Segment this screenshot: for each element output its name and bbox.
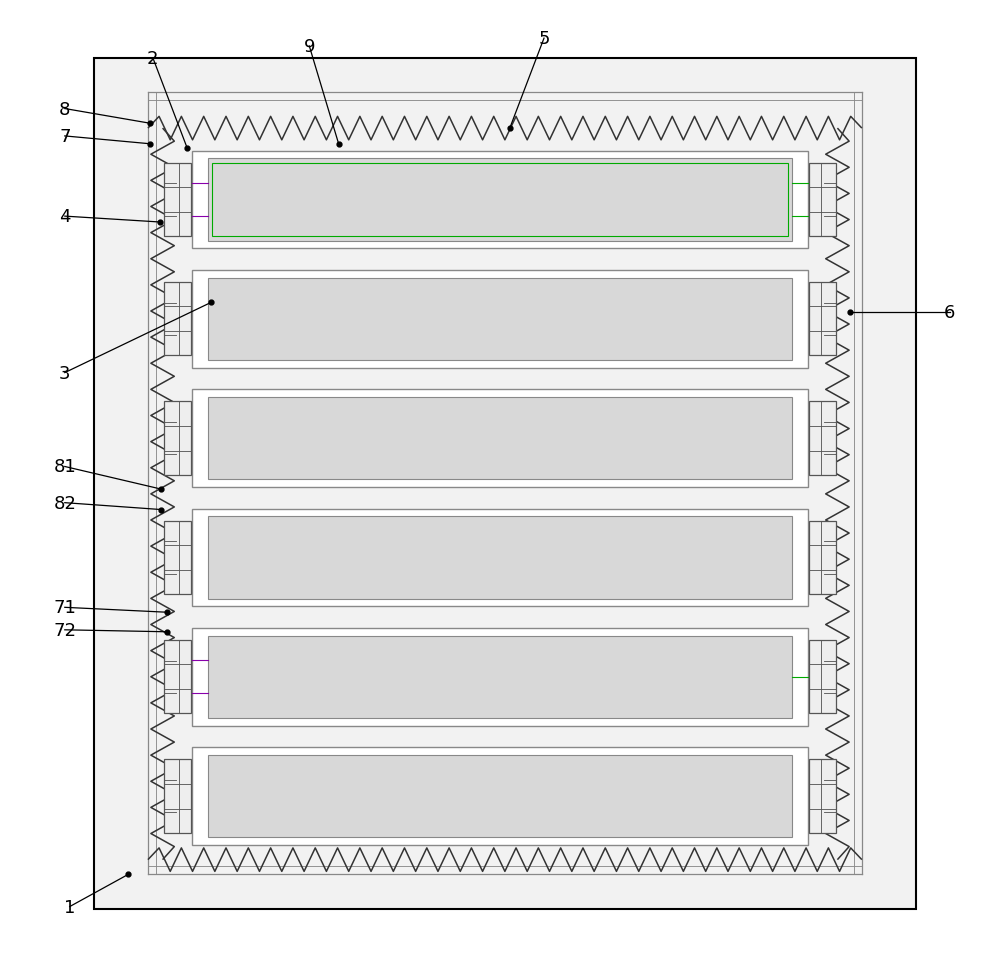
- Bar: [164, 641, 191, 713]
- Bar: [208, 636, 792, 718]
- Bar: [164, 283, 191, 356]
- Bar: [208, 517, 792, 599]
- Text: 3: 3: [59, 364, 71, 382]
- Bar: [809, 283, 836, 356]
- Bar: [809, 522, 836, 594]
- Text: 2: 2: [147, 50, 159, 67]
- Text: 1: 1: [64, 898, 75, 915]
- Bar: [164, 164, 191, 237]
- Bar: [212, 164, 788, 236]
- Bar: [164, 403, 191, 476]
- Text: 71: 71: [53, 599, 76, 616]
- Text: 82: 82: [53, 494, 76, 512]
- Bar: [192, 747, 808, 845]
- Bar: [94, 59, 916, 909]
- Bar: [809, 403, 836, 476]
- Bar: [208, 278, 792, 361]
- Bar: [208, 398, 792, 480]
- Bar: [208, 159, 792, 241]
- Bar: [192, 628, 808, 726]
- Bar: [809, 760, 836, 832]
- Text: 81: 81: [53, 458, 76, 476]
- Bar: [809, 641, 836, 713]
- Bar: [192, 390, 808, 488]
- Text: 6: 6: [944, 304, 956, 321]
- Bar: [164, 760, 191, 832]
- Bar: [164, 522, 191, 594]
- Bar: [192, 509, 808, 607]
- Text: 5: 5: [538, 30, 550, 48]
- Text: 8: 8: [59, 101, 70, 118]
- Text: 9: 9: [304, 38, 315, 56]
- Bar: [809, 164, 836, 237]
- Bar: [192, 151, 808, 249]
- Bar: [208, 755, 792, 837]
- Bar: [192, 271, 808, 368]
- Text: 72: 72: [53, 621, 76, 639]
- Text: 7: 7: [59, 128, 71, 146]
- Text: 4: 4: [59, 208, 71, 226]
